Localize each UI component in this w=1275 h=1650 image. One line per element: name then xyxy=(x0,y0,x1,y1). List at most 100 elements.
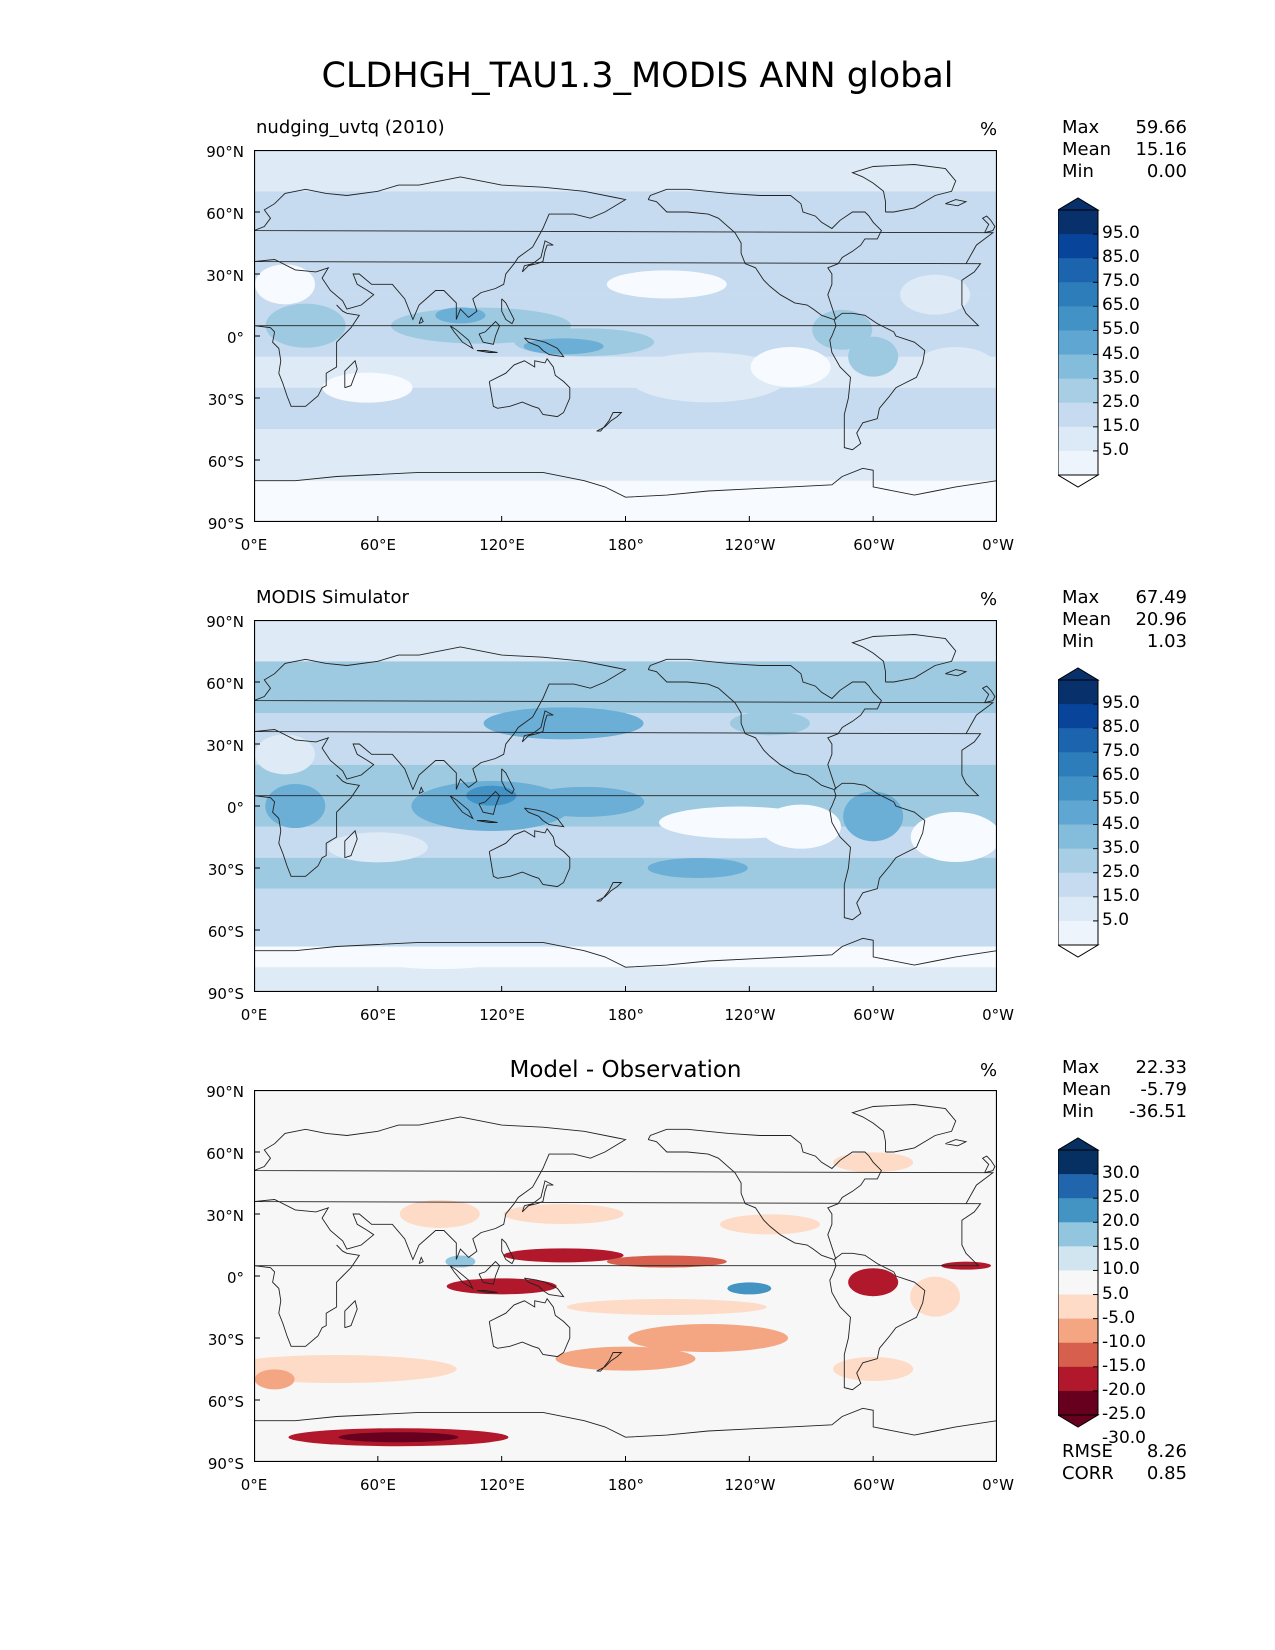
colorbar-swatch xyxy=(1058,450,1098,476)
colorbar-swatch xyxy=(1058,378,1098,404)
field-contour xyxy=(254,734,315,775)
colorbar-svg xyxy=(1056,667,1100,958)
colorbar-label: 15.0 xyxy=(1102,885,1140,906)
y-tick-label: 60°S xyxy=(207,1393,244,1411)
y-tick-label: 0° xyxy=(226,799,244,817)
field-contour xyxy=(523,338,604,355)
lat-band xyxy=(254,150,997,192)
colorbar-label: -20.0 xyxy=(1102,1379,1146,1400)
colorbar-swatch xyxy=(1058,920,1098,946)
colorbar-swatch xyxy=(1058,1174,1098,1199)
y-tick-label: 90°S xyxy=(207,515,244,533)
colorbar-label: -30.0 xyxy=(1102,1428,1146,1449)
y-tick-label: 90°S xyxy=(207,1455,244,1473)
coastline xyxy=(501,768,515,795)
colorbar-swatch xyxy=(1058,872,1098,898)
field-contour xyxy=(833,1357,914,1381)
coastline xyxy=(418,316,424,325)
map-plot xyxy=(254,1090,997,1462)
x-tick-label: 120°W xyxy=(724,1476,776,1494)
colorbar-swatch xyxy=(1058,234,1098,259)
colorbar-extend-top xyxy=(1056,667,1100,681)
colorbar-swatch xyxy=(1058,354,1098,380)
coastline xyxy=(418,1256,424,1265)
colorbar-swatch xyxy=(1058,776,1098,801)
field-contour xyxy=(848,1268,899,1297)
colorbar-frame xyxy=(1057,1149,1099,1416)
coastline xyxy=(521,1180,554,1213)
colorbar-swatch xyxy=(1058,330,1098,356)
lat-band xyxy=(254,946,997,968)
colorbar-label: 5.0 xyxy=(1102,439,1130,460)
field-contour xyxy=(606,270,727,299)
field-contour xyxy=(848,336,899,377)
stat-mean: 15.16 xyxy=(1135,139,1187,160)
colorbar-label: 95.0 xyxy=(1102,693,1140,714)
x-tick-label: 60°W xyxy=(853,1476,895,1494)
colorbar-label: 5.0 xyxy=(1102,1283,1130,1304)
colorbar-swatch xyxy=(1058,1222,1098,1247)
coastline xyxy=(254,937,997,968)
contour-layer xyxy=(254,150,997,522)
coastline xyxy=(476,1290,498,1293)
field-contour xyxy=(555,1346,696,1371)
field-contour xyxy=(265,784,326,828)
colorbar-swatch xyxy=(1058,848,1098,874)
y-tick-label: 60°N xyxy=(206,675,244,693)
y-tick-label: 60°N xyxy=(206,1145,244,1163)
field-contour xyxy=(254,264,315,305)
coastline xyxy=(449,325,474,350)
lat-band xyxy=(254,661,997,713)
field-contour xyxy=(254,1355,457,1383)
stat-name: Max xyxy=(1062,587,1100,608)
coastline xyxy=(254,646,995,877)
coastline xyxy=(254,1116,995,1347)
lat-band xyxy=(254,191,997,243)
stat-mean: -5.79 xyxy=(1140,1079,1187,1100)
colorbar-label: 25.0 xyxy=(1102,391,1140,412)
colorbar-label: 45.0 xyxy=(1102,343,1140,364)
colorbar-swatch xyxy=(1058,282,1098,307)
coastline xyxy=(945,1139,968,1147)
colorbar-swatch xyxy=(1058,1270,1098,1296)
coastline xyxy=(501,298,515,325)
x-tick-label: 120°E xyxy=(479,1006,525,1024)
coastlines xyxy=(254,1104,997,1438)
lat-band xyxy=(254,857,997,889)
field-contour xyxy=(435,307,486,324)
colorbar-label: 55.0 xyxy=(1102,319,1140,340)
colorbar-label: -5.0 xyxy=(1102,1307,1136,1328)
field-contour xyxy=(628,352,789,403)
contour-layer xyxy=(254,1152,992,1447)
coastline xyxy=(478,320,501,345)
field-contour xyxy=(379,953,500,969)
field-contour xyxy=(445,1255,476,1268)
colorbar-label: 65.0 xyxy=(1102,295,1140,316)
coastline xyxy=(449,795,474,820)
x-tick-label: 0°W xyxy=(982,1476,1014,1494)
coastline xyxy=(851,1104,957,1153)
coastline xyxy=(521,240,554,273)
stat-name: Min xyxy=(1062,1101,1094,1122)
colorbar-frame xyxy=(1057,209,1099,476)
rmse-corr-box: RMSE 8.26 CORR 0.85 xyxy=(1062,1441,1187,1485)
colorbar-label: 35.0 xyxy=(1102,837,1140,858)
units-label: % xyxy=(980,119,998,140)
colorbar-swatch xyxy=(1058,824,1098,850)
colorbar-swatch xyxy=(1058,1246,1098,1271)
colorbar: 95.0 85.0 75.0 65.0 55.0 45.0 35.0 25.0 15.0 5.0 xyxy=(1056,195,1140,494)
y-tick-label: 0° xyxy=(226,1269,244,1287)
field-contour xyxy=(750,347,831,387)
colorbar-swatch xyxy=(1058,728,1098,753)
x-tick-label: 60°W xyxy=(853,1006,895,1024)
map-svg xyxy=(254,1090,997,1462)
colorbar-swatch xyxy=(1058,896,1098,922)
colorbar-swatch xyxy=(1058,306,1098,331)
field-contour xyxy=(399,1200,480,1228)
field-contour xyxy=(910,1276,961,1317)
field-contour xyxy=(760,804,841,849)
stat-name: Max xyxy=(1062,117,1100,138)
stat-name: Mean xyxy=(1062,609,1112,630)
coastline xyxy=(648,199,926,451)
coastline xyxy=(478,790,501,815)
